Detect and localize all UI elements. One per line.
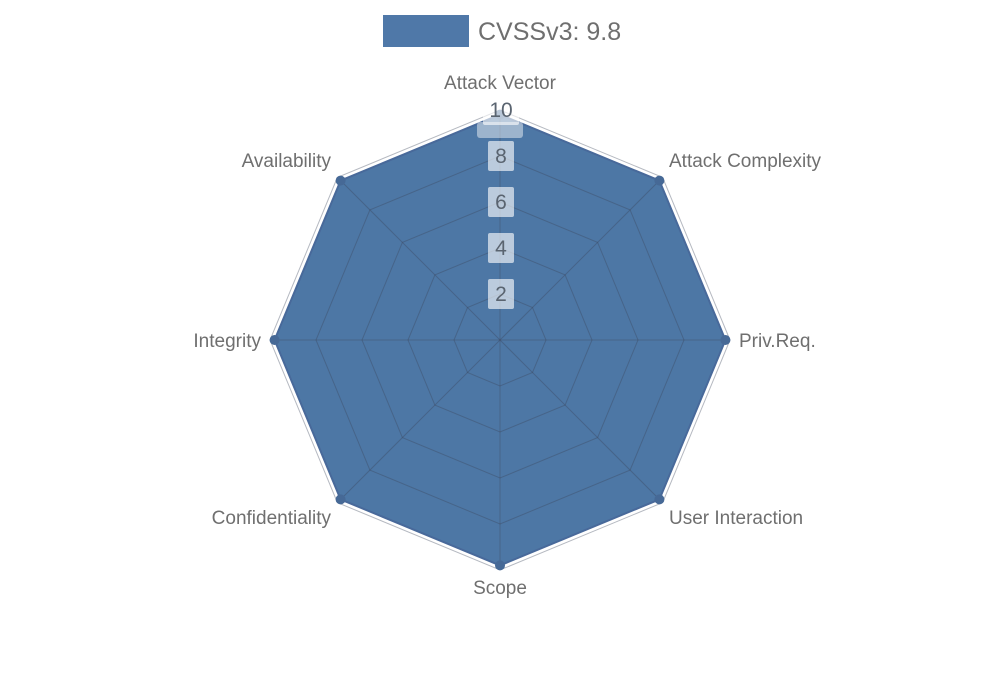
chart-legend[interactable]: CVSSv3: 9.8 [383,15,621,47]
radar-data-points [269,109,731,571]
radar-grid-ring [407,247,593,433]
radar-data-point [269,335,280,345]
axis-label-confidentiality: Confidentiality [212,508,332,529]
tick-label: 4 [495,237,507,260]
radar-data-point [654,175,665,186]
radar-axis-spoke [499,177,663,341]
axis-label-user-interaction: User Interaction [669,508,803,529]
radar-axis-spoke [337,177,501,341]
radar-grid-ring [361,201,639,479]
tick-label-background [488,233,514,263]
radar-tick-labels: 2 4 6 8 10 [483,95,519,309]
tick-label: 8 [495,145,507,168]
tick-label: 2 [495,283,507,306]
tick-label-background [488,279,514,309]
legend-label[interactable]: CVSSv3: 9.8 [478,18,621,46]
axis-label-availability: Availability [242,151,332,172]
radar-data-point [495,560,505,571]
radar-grid-ring [453,293,547,387]
data-point-label-band [477,122,523,138]
radar-axis-spoke [499,339,663,503]
radar-data-point [335,494,346,505]
tick-label-background [488,187,514,217]
axis-label-attack-complexity: Attack Complexity [669,151,822,172]
radar-axis-spoke [337,339,501,503]
tick-label-background [488,141,514,171]
radar-data-point [335,175,346,186]
tick-label: 6 [495,191,507,214]
radar-axis-labels: Attack Vector Attack Complexity Priv.Req. U… [193,73,821,599]
radar-grid-ring [315,155,685,525]
legend-swatch[interactable] [383,15,469,47]
radar-grid [269,109,731,571]
axis-label-attack-vector: Attack Vector [444,73,557,94]
radar-data-point [720,335,731,345]
axis-label-priv-req: Priv.Req. [739,331,816,352]
tick-label: 10 [489,99,512,122]
axis-label-scope: Scope [473,578,527,599]
radar-data-point [654,494,665,505]
axis-label-integrity: Integrity [193,331,261,352]
tick-label-background [483,95,519,125]
